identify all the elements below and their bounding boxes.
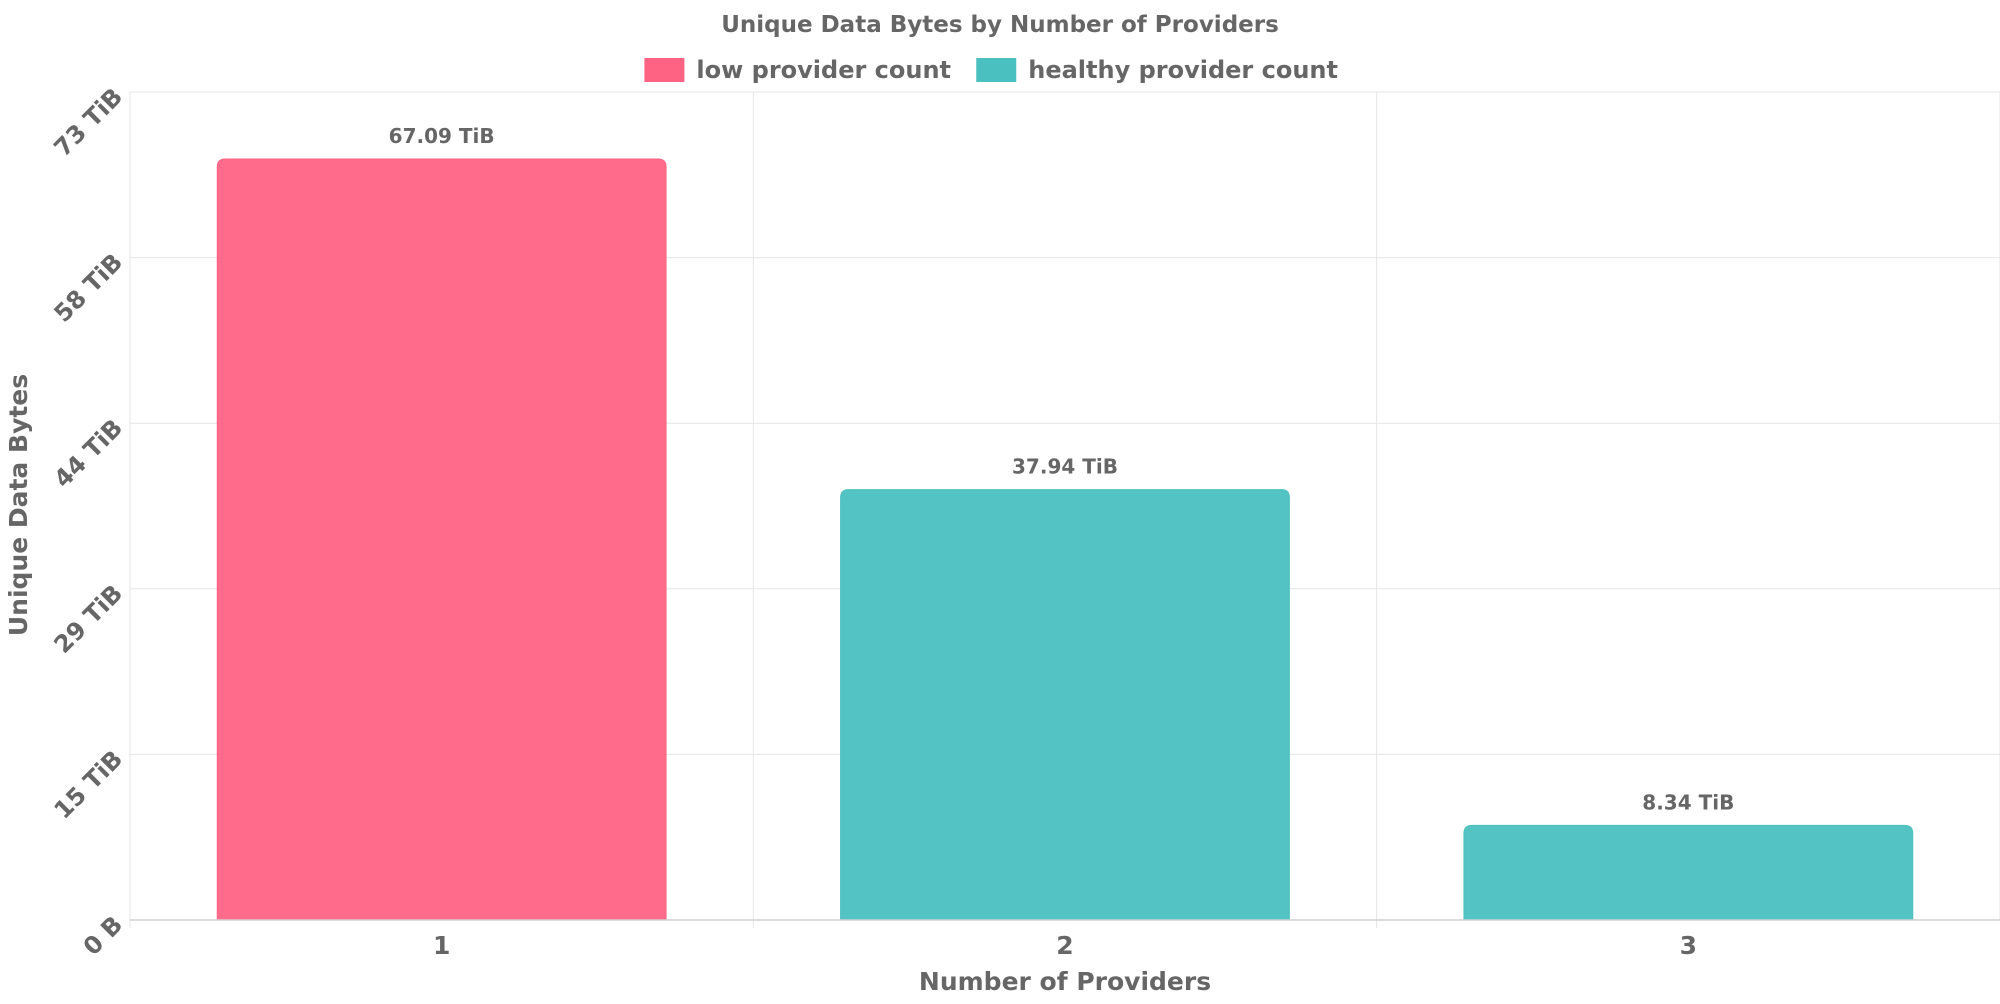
x-axis-title: Number of Providers — [919, 967, 1211, 996]
y-tick-label: 29 TiB — [49, 579, 129, 659]
bar-1[interactable] — [216, 158, 667, 921]
x-tick-label: 2 — [1056, 931, 1073, 960]
bar-value-label: 67.09 TiB — [389, 124, 495, 148]
legend-item[interactable]: low provider count — [644, 56, 951, 84]
legend: low provider count healthy provider count — [644, 56, 1338, 84]
legend-swatch — [976, 58, 1017, 82]
legend-label: low provider count — [696, 56, 951, 84]
x-tick-label: 1 — [433, 931, 450, 960]
y-axis-title: Unique Data Bytes — [4, 374, 33, 636]
labels-layer: 67.09 TiB 37.94 TiB 8.34 TiB — [389, 124, 1735, 814]
y-tick-label: 15 TiB — [49, 745, 129, 825]
y-tick-label: 58 TiB — [49, 248, 129, 328]
bar-2[interactable] — [840, 489, 1290, 921]
legend-swatch — [644, 58, 685, 82]
y-tick-label: 44 TiB — [49, 414, 129, 494]
bar-value-label: 8.34 TiB — [1642, 790, 1734, 814]
x-tick-label: 3 — [1680, 931, 1697, 960]
legend-label: healthy provider count — [1028, 56, 1338, 84]
bars-layer — [216, 158, 1914, 921]
chart-title: Unique Data Bytes by Number of Providers — [721, 12, 1279, 38]
legend-item[interactable]: healthy provider count — [976, 56, 1338, 84]
y-tick-label: 73 TiB — [49, 82, 129, 162]
bar-3[interactable] — [1463, 824, 1914, 921]
bar-value-label: 37.94 TiB — [1012, 455, 1118, 479]
y-tick-label: 0 B — [78, 910, 128, 960]
